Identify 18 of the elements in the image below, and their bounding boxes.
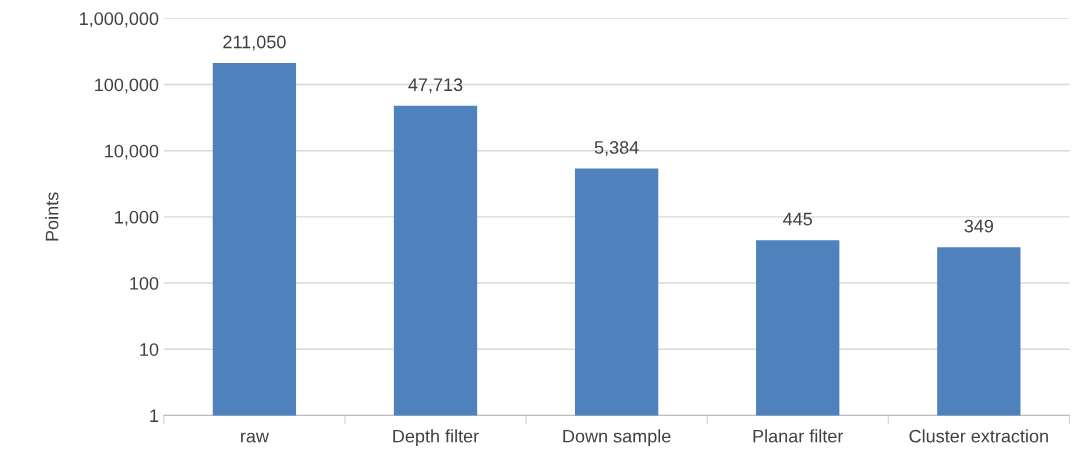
data-label: 5,384	[594, 141, 639, 156]
data-label: 211,050	[223, 35, 286, 51]
y-tick-label: 1	[150, 409, 159, 422]
y-tick-label: 10	[140, 343, 159, 356]
data-label: 47,713	[408, 78, 463, 94]
x-tick-label: raw	[241, 432, 269, 443]
y-tick-label: 10,000	[105, 144, 159, 160]
data-label: 445	[783, 212, 813, 226]
y-axis-title: Points	[45, 192, 59, 241]
x-tick-label: Planar filter	[753, 429, 844, 443]
y-tick-label: 1,000	[115, 210, 159, 226]
x-tick-label: Cluster extraction	[909, 429, 1048, 443]
data-label: 349	[964, 219, 994, 233]
x-tick-label: Down sample	[563, 429, 671, 447]
y-tick-label: 1,000,000	[80, 12, 159, 28]
y-tick-label: 100	[130, 276, 159, 290]
y-tick-label: 100,000	[95, 78, 159, 94]
x-tick-label: Depth filter	[393, 429, 479, 447]
